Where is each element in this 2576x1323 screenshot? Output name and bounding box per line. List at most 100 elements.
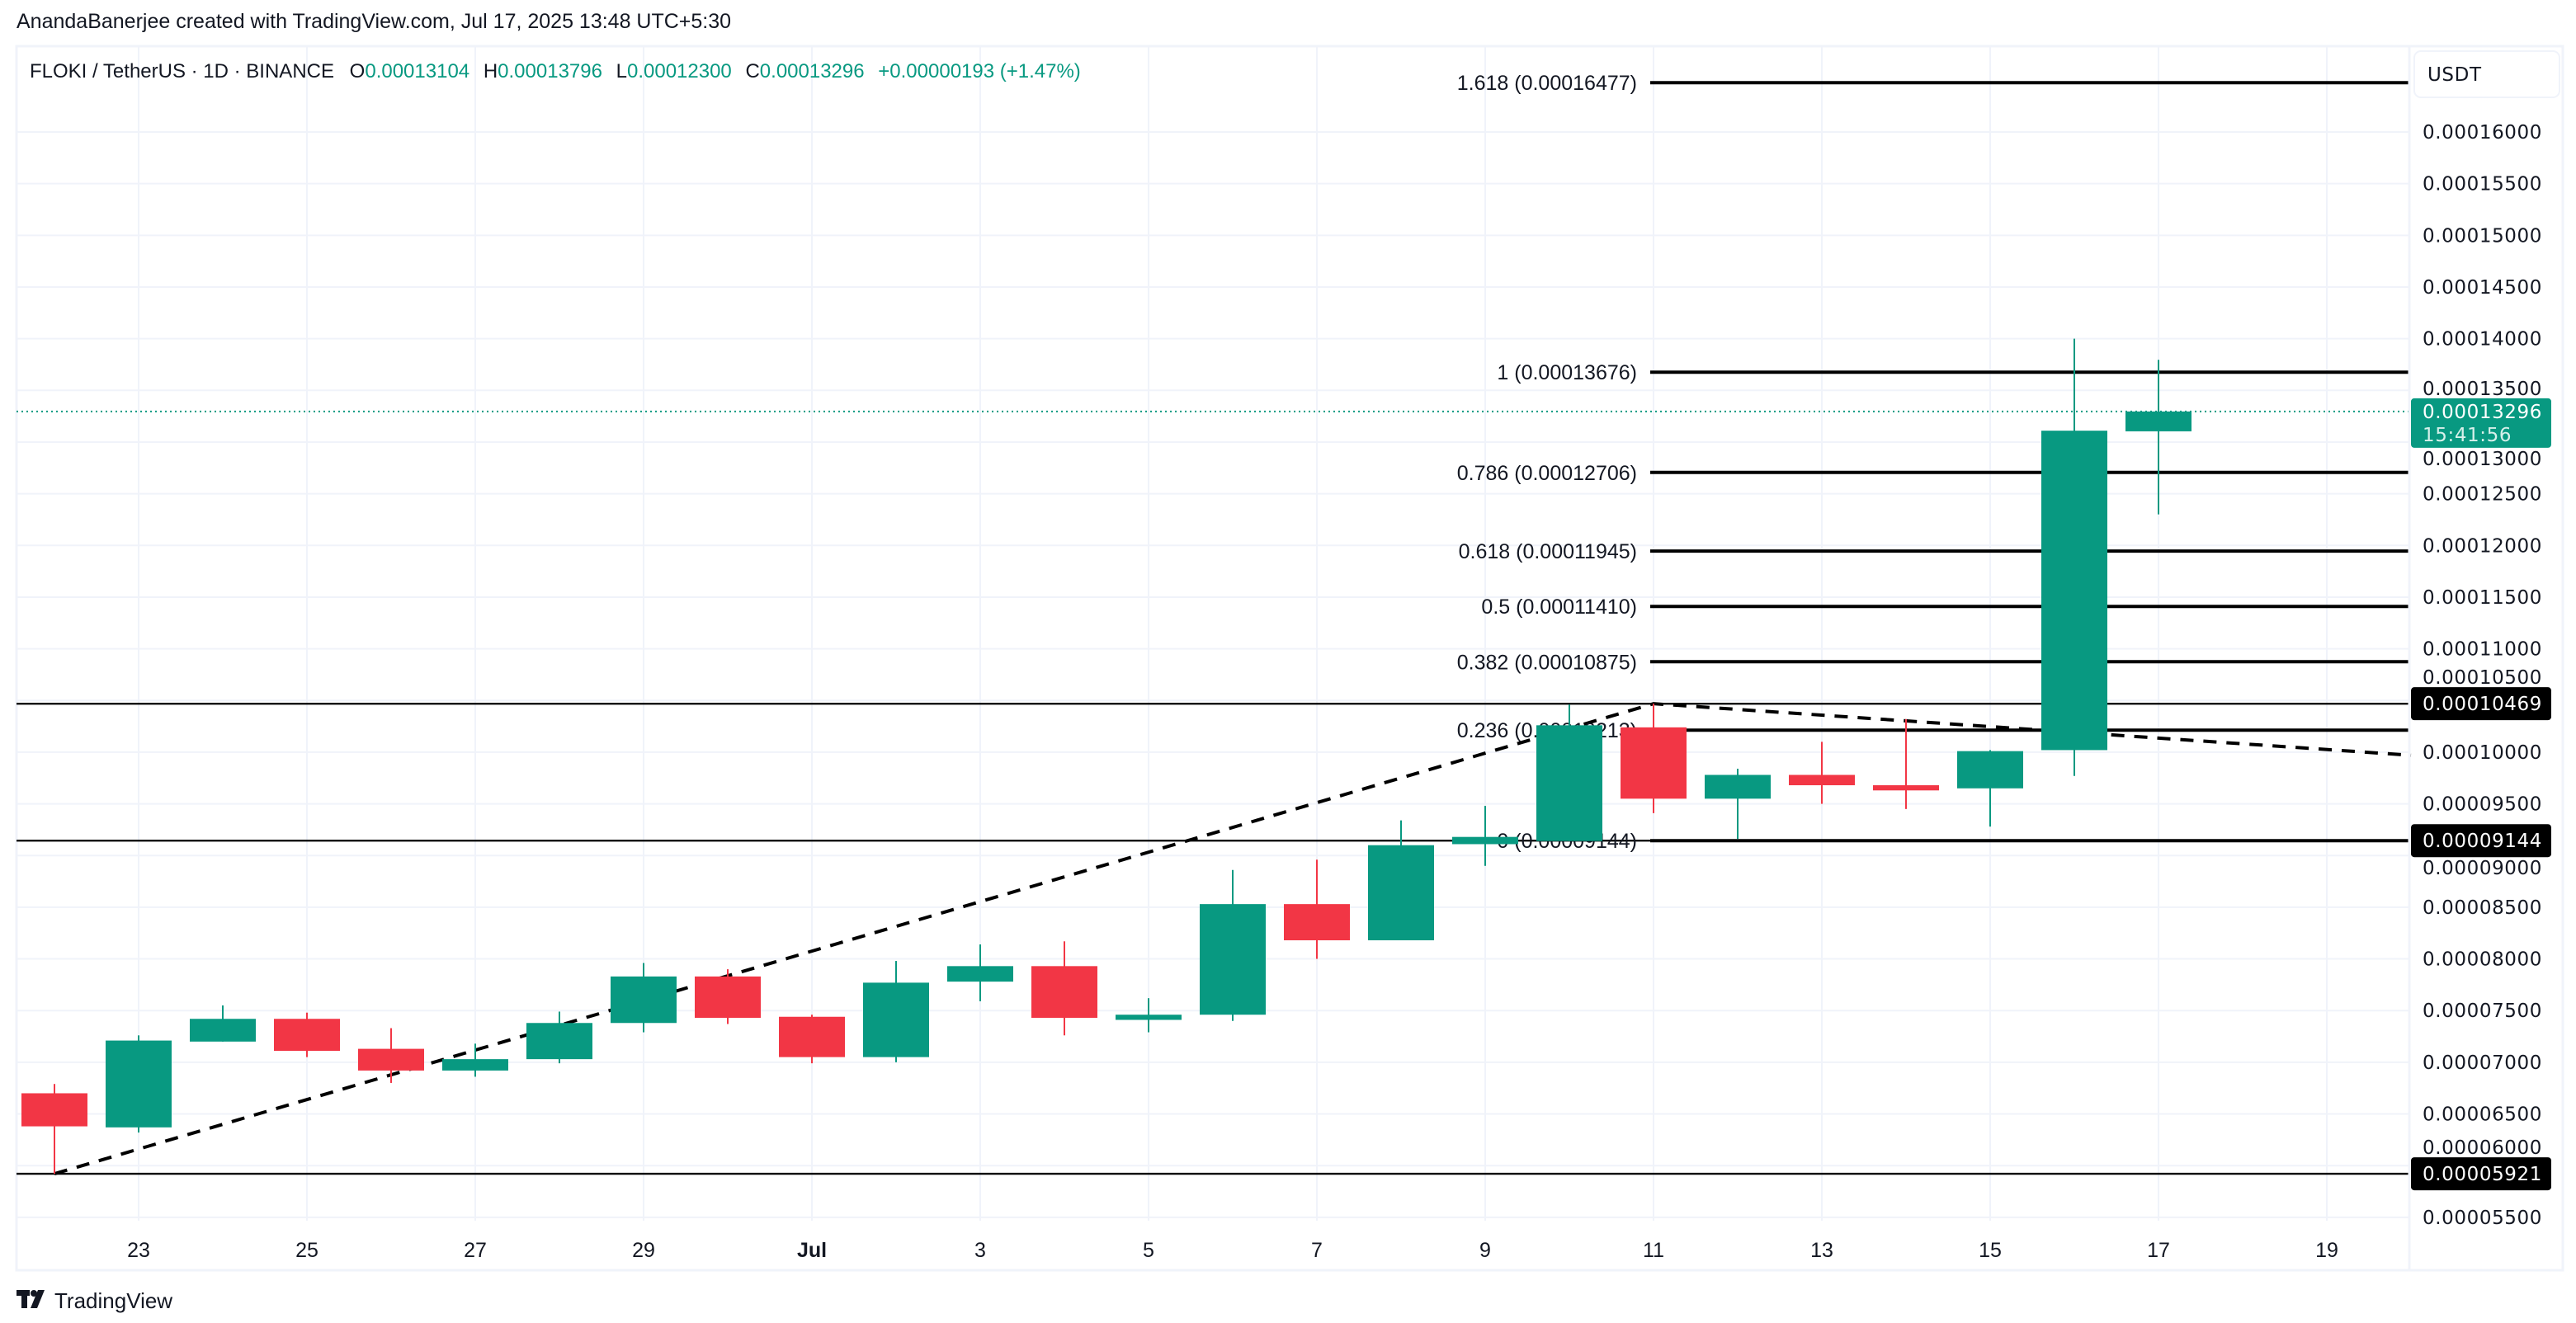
close-value: 0.00013296: [760, 60, 865, 82]
low-value: 0.00012300: [627, 60, 732, 82]
candle-up: [1452, 806, 1518, 866]
drawings[interactable]: 1.618 (0.00016477) 1 (0.00013676) 0.786 (0…: [17, 72, 2412, 1176]
candle-up: [1536, 704, 1602, 841]
candle-body: [1705, 774, 1771, 799]
time-tick-label: 25: [295, 1239, 318, 1262]
price-tick-label: 0.00009500: [2423, 794, 2542, 816]
candle-down: [1621, 704, 1687, 813]
candle-body: [947, 966, 1013, 982]
time-tick-label: 23: [127, 1239, 150, 1262]
candle-up: [611, 963, 677, 1033]
tradingview-logo-icon: [17, 1290, 45, 1308]
price-tick-label: 0.00009000: [2423, 858, 2542, 879]
time-tick-label: 5: [1143, 1239, 1154, 1262]
price-tick-label: 0.00016000: [2423, 122, 2542, 144]
candle-body: [106, 1040, 172, 1128]
candle-up: [1116, 998, 1182, 1033]
time-axis[interactable]: 23 25 27 29 Jul 3 5 7 9 11 13 15 17 19: [127, 1239, 2338, 1262]
candle-body: [526, 1023, 592, 1060]
candle-down: [695, 969, 761, 1024]
low-label: L: [616, 60, 627, 82]
candle-body: [1536, 725, 1602, 841]
price-tick-label: 0.00007500: [2423, 1000, 2542, 1022]
candle-body: [1957, 751, 2023, 789]
candle-body: [1873, 785, 1939, 791]
time-tick-label: 11: [1643, 1239, 1664, 1262]
price-tick-label: 0.00006000: [2423, 1137, 2542, 1159]
time-tick-label: 27: [464, 1239, 487, 1262]
candle-down: [358, 1028, 424, 1083]
time-tick-label: 19: [2315, 1239, 2338, 1262]
candle-body: [190, 1019, 256, 1042]
price-tick-label: 0.00012500: [2423, 484, 2542, 506]
candle-body: [21, 1093, 87, 1127]
price-marker-badge: [2411, 1157, 2551, 1191]
price-marker-value: 0.00009144: [2423, 831, 2542, 852]
candle-up: [2125, 360, 2191, 515]
time-tick-label: 15: [1979, 1239, 2002, 1262]
candle-up: [1705, 768, 1771, 840]
price-marker-badge: [2411, 687, 2551, 721]
currency-button[interactable]: USDT: [2413, 50, 2560, 98]
candle-up: [190, 1005, 256, 1042]
candle-body: [358, 1048, 424, 1071]
ohlc-legend: FLOKI / TetherUS · 1D · BINANCE O0.00013…: [30, 60, 1081, 82]
candle-body: [695, 976, 761, 1018]
high-label: H: [484, 60, 498, 82]
time-tick-label: 7: [1311, 1239, 1323, 1262]
candle-body: [1621, 727, 1687, 799]
close-label: C: [745, 60, 759, 82]
fib-level-label: 0.786 (0.00012706): [1457, 462, 1637, 485]
candle-up: [1368, 820, 1434, 941]
price-axis[interactable]: 0.00016000 0.00015500 0.00015000 0.00014500…: [2423, 122, 2542, 1229]
high-value: 0.00013796: [498, 60, 602, 82]
price-tick-label: 0.00014500: [2423, 277, 2542, 299]
price-tick-label: 0.00011500: [2423, 587, 2542, 609]
fib-level-label: 0.5 (0.00011410): [1481, 596, 1637, 619]
price-tick-label: 0.00015500: [2423, 174, 2542, 195]
attribution-text: AnandaBanerjee created with TradingView.…: [17, 10, 731, 33]
price-tick-label: 0.00007000: [2423, 1052, 2542, 1074]
price-tick-label: 0.00013000: [2423, 449, 2542, 470]
fib-level-label: 1 (0.00013676): [1497, 361, 1637, 384]
price-tick-label: 0.00015000: [2423, 225, 2542, 247]
open-value: 0.00013104: [365, 60, 469, 82]
time-tick-label: 9: [1479, 1239, 1491, 1262]
countdown-timer: 15:41:56: [2423, 425, 2512, 446]
price-tick-label: 0.00008500: [2423, 897, 2542, 919]
price-tick-label: 0.00013500: [2423, 379, 2542, 400]
candle-body: [1284, 904, 1350, 941]
candle-down: [1873, 718, 1939, 809]
candle-up: [1957, 750, 2023, 827]
candle-body: [274, 1019, 340, 1052]
candle-down: [1789, 742, 1855, 804]
last-price-badge: [2411, 398, 2551, 448]
candle-down: [1284, 859, 1350, 959]
last-price-value: 0.00013296: [2423, 402, 2542, 423]
fib-level-label: 1.618 (0.00016477): [1457, 72, 1637, 95]
candle-up: [947, 944, 1013, 1001]
candle-up: [2041, 338, 2107, 776]
tradingview-logo[interactable]: TradingView: [17, 1288, 172, 1313]
price-marker-badge: [2411, 824, 2551, 858]
candle-body: [1452, 836, 1518, 845]
candle-down: [21, 1084, 87, 1175]
candle-body: [1200, 904, 1266, 1015]
candle-body: [863, 982, 929, 1057]
price-tick-label: 0.00011000: [2423, 639, 2542, 661]
candle-body: [2041, 431, 2107, 751]
price-tick-label: 0.00012000: [2423, 535, 2542, 557]
candle-up: [526, 1011, 592, 1064]
price-tick-label: 0.00014000: [2423, 329, 2542, 351]
price-tick-label: 0.00010000: [2423, 742, 2542, 764]
fib-level-label: 0.618 (0.00011945): [1459, 540, 1637, 563]
price-marker-value: 0.00010469: [2423, 694, 2542, 715]
price-tick-label: 0.00006500: [2423, 1104, 2542, 1126]
candle-down: [1031, 941, 1097, 1036]
candle-body: [1031, 966, 1097, 1018]
price-tick-label: 0.00005500: [2423, 1208, 2542, 1229]
chart-frame: [15, 45, 2564, 1272]
candle-body: [611, 976, 677, 1024]
time-tick-label: 29: [632, 1239, 655, 1262]
